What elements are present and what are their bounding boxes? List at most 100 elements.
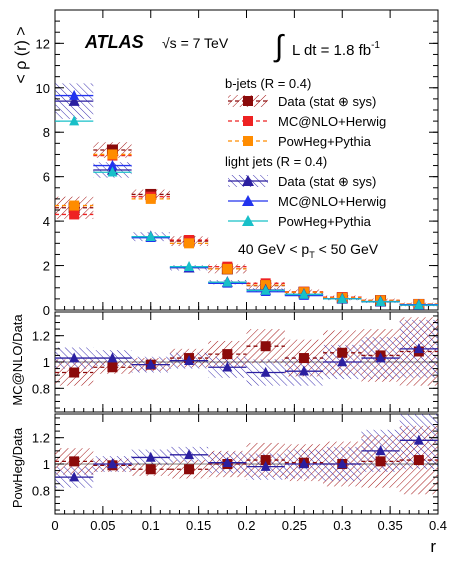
x-axis-label: r <box>430 537 436 556</box>
data-point <box>375 445 386 456</box>
data-point <box>337 347 348 358</box>
data-point <box>260 341 271 352</box>
y-tick-label: 1.2 <box>32 329 50 344</box>
x-tick-label: 0.2 <box>237 518 255 533</box>
legend-triangle-marker <box>242 195 254 206</box>
legend-label: PowHeg+Pythia <box>278 214 372 229</box>
integral-sign: ∫ <box>273 30 285 63</box>
data-point <box>107 149 118 160</box>
legend-label: MC@NLO+Herwig <box>278 114 386 129</box>
legend-label: Data (stat ⊕ sys) <box>278 94 376 109</box>
data-point <box>337 356 348 367</box>
legend-entry-light-mcnlo: MC@NLO+Herwig <box>228 194 386 209</box>
data-point <box>222 263 233 274</box>
data-point <box>413 299 424 310</box>
data-point <box>298 365 309 376</box>
data-point <box>298 458 309 469</box>
legend-triangle-marker <box>242 175 254 186</box>
ratio-mcnlo-y-axis-label: MC@NLO/Data <box>10 314 25 406</box>
data-point <box>107 362 118 373</box>
data-point <box>260 366 271 377</box>
x-tick-label: 0.15 <box>186 518 211 533</box>
data-point <box>184 238 195 249</box>
data-point <box>107 159 118 170</box>
y-tick-label: 4 <box>43 214 50 229</box>
y-tick-label: 10 <box>36 81 50 96</box>
data-point <box>375 296 386 307</box>
y-tick-label: 12 <box>36 36 50 51</box>
data-point <box>145 230 156 241</box>
data-point <box>69 352 80 363</box>
y-tick-label: 6 <box>43 170 50 185</box>
data-point <box>107 458 118 469</box>
x-tick-label: 0.05 <box>90 518 115 533</box>
data-point <box>184 354 195 365</box>
sqrt-s-label: √s = 7 TeV <box>162 35 229 51</box>
data-point <box>413 434 424 445</box>
data-point <box>337 293 348 304</box>
y-tick-label: 8 <box>43 125 50 140</box>
data-point <box>184 449 195 460</box>
legend-label: Data (stat ⊕ sys) <box>278 174 376 189</box>
legend-square-marker <box>243 136 253 146</box>
data-point <box>107 352 118 363</box>
data-point <box>69 456 80 467</box>
y-tick-label: 2 <box>43 259 50 274</box>
data-point <box>222 361 233 372</box>
data-point <box>184 260 195 271</box>
y-tick-label: 0.8 <box>32 483 50 498</box>
y-tick-label: 0 <box>43 303 50 318</box>
data-point <box>145 358 156 369</box>
x-tick-label: 0 <box>51 518 58 533</box>
data-point <box>298 353 309 364</box>
data-markers <box>55 89 438 482</box>
legend-entry-light-data: Data (stat ⊕ sys) <box>228 174 376 189</box>
data-point <box>69 89 80 100</box>
legend-square-marker <box>243 116 253 126</box>
y-tick-label: 0.8 <box>32 381 50 396</box>
ratio-powheg-y-axis-label: PowHeg/Data <box>10 427 25 508</box>
data-point <box>222 276 233 287</box>
legend: b-jets (R = 0.4) Data (stat ⊕ sys) MC@NL… <box>225 76 386 229</box>
data-point <box>222 349 233 360</box>
legend-triangle-marker <box>242 215 254 226</box>
data-point <box>145 451 156 462</box>
data-point <box>69 367 80 378</box>
data-point <box>107 166 118 177</box>
data-point <box>298 288 309 299</box>
x-tick-label: 0.25 <box>282 518 307 533</box>
data-point <box>375 352 386 363</box>
x-tick-label: 0.4 <box>429 518 447 533</box>
data-point <box>413 455 424 466</box>
legend-entry-bjet-mcnlo: MC@NLO+Herwig <box>228 114 386 129</box>
y-tick-label: 1 <box>43 355 50 370</box>
legend-bjets-header: b-jets (R = 0.4) <box>225 76 311 91</box>
x-tick-label: 0.1 <box>142 518 160 533</box>
legend-entry-bjet-powheg: PowHeg+Pythia <box>228 134 372 149</box>
atlas-label: ATLAS <box>84 32 144 52</box>
y-tick-label: 1 <box>43 457 50 472</box>
legend-square-marker <box>243 96 253 106</box>
axis-ticks: 0 2 4 6 8 10 12 0.8 1 1.2 0.8 1 1.2 0 0.05 0.1 0.15 0.2 0.… <box>32 9 447 533</box>
legend-label: PowHeg+Pythia <box>278 134 372 149</box>
data-point <box>222 456 233 467</box>
x-tick-label: 0.35 <box>377 518 402 533</box>
legend-light-header: light jets (R = 0.4) <box>225 154 327 169</box>
pt-range-label: 40 GeV < pT < 50 GeV <box>238 241 379 260</box>
data-point <box>260 455 271 466</box>
data-point <box>69 115 80 126</box>
data-point <box>260 460 271 471</box>
data-point <box>69 200 80 211</box>
data-point <box>145 464 156 475</box>
data-point <box>68 94 80 106</box>
data-point <box>69 209 80 220</box>
main-y-axis-label: < ρ (r) > <box>13 26 30 83</box>
data-point <box>184 464 195 475</box>
data-point <box>145 193 156 204</box>
data-point <box>69 471 80 482</box>
data-point <box>375 456 386 467</box>
y-tick-label: 1.2 <box>32 431 50 446</box>
legend-entry-bjet-data: Data (stat ⊕ sys) <box>228 94 376 109</box>
legend-label: MC@NLO+Herwig <box>278 194 386 209</box>
